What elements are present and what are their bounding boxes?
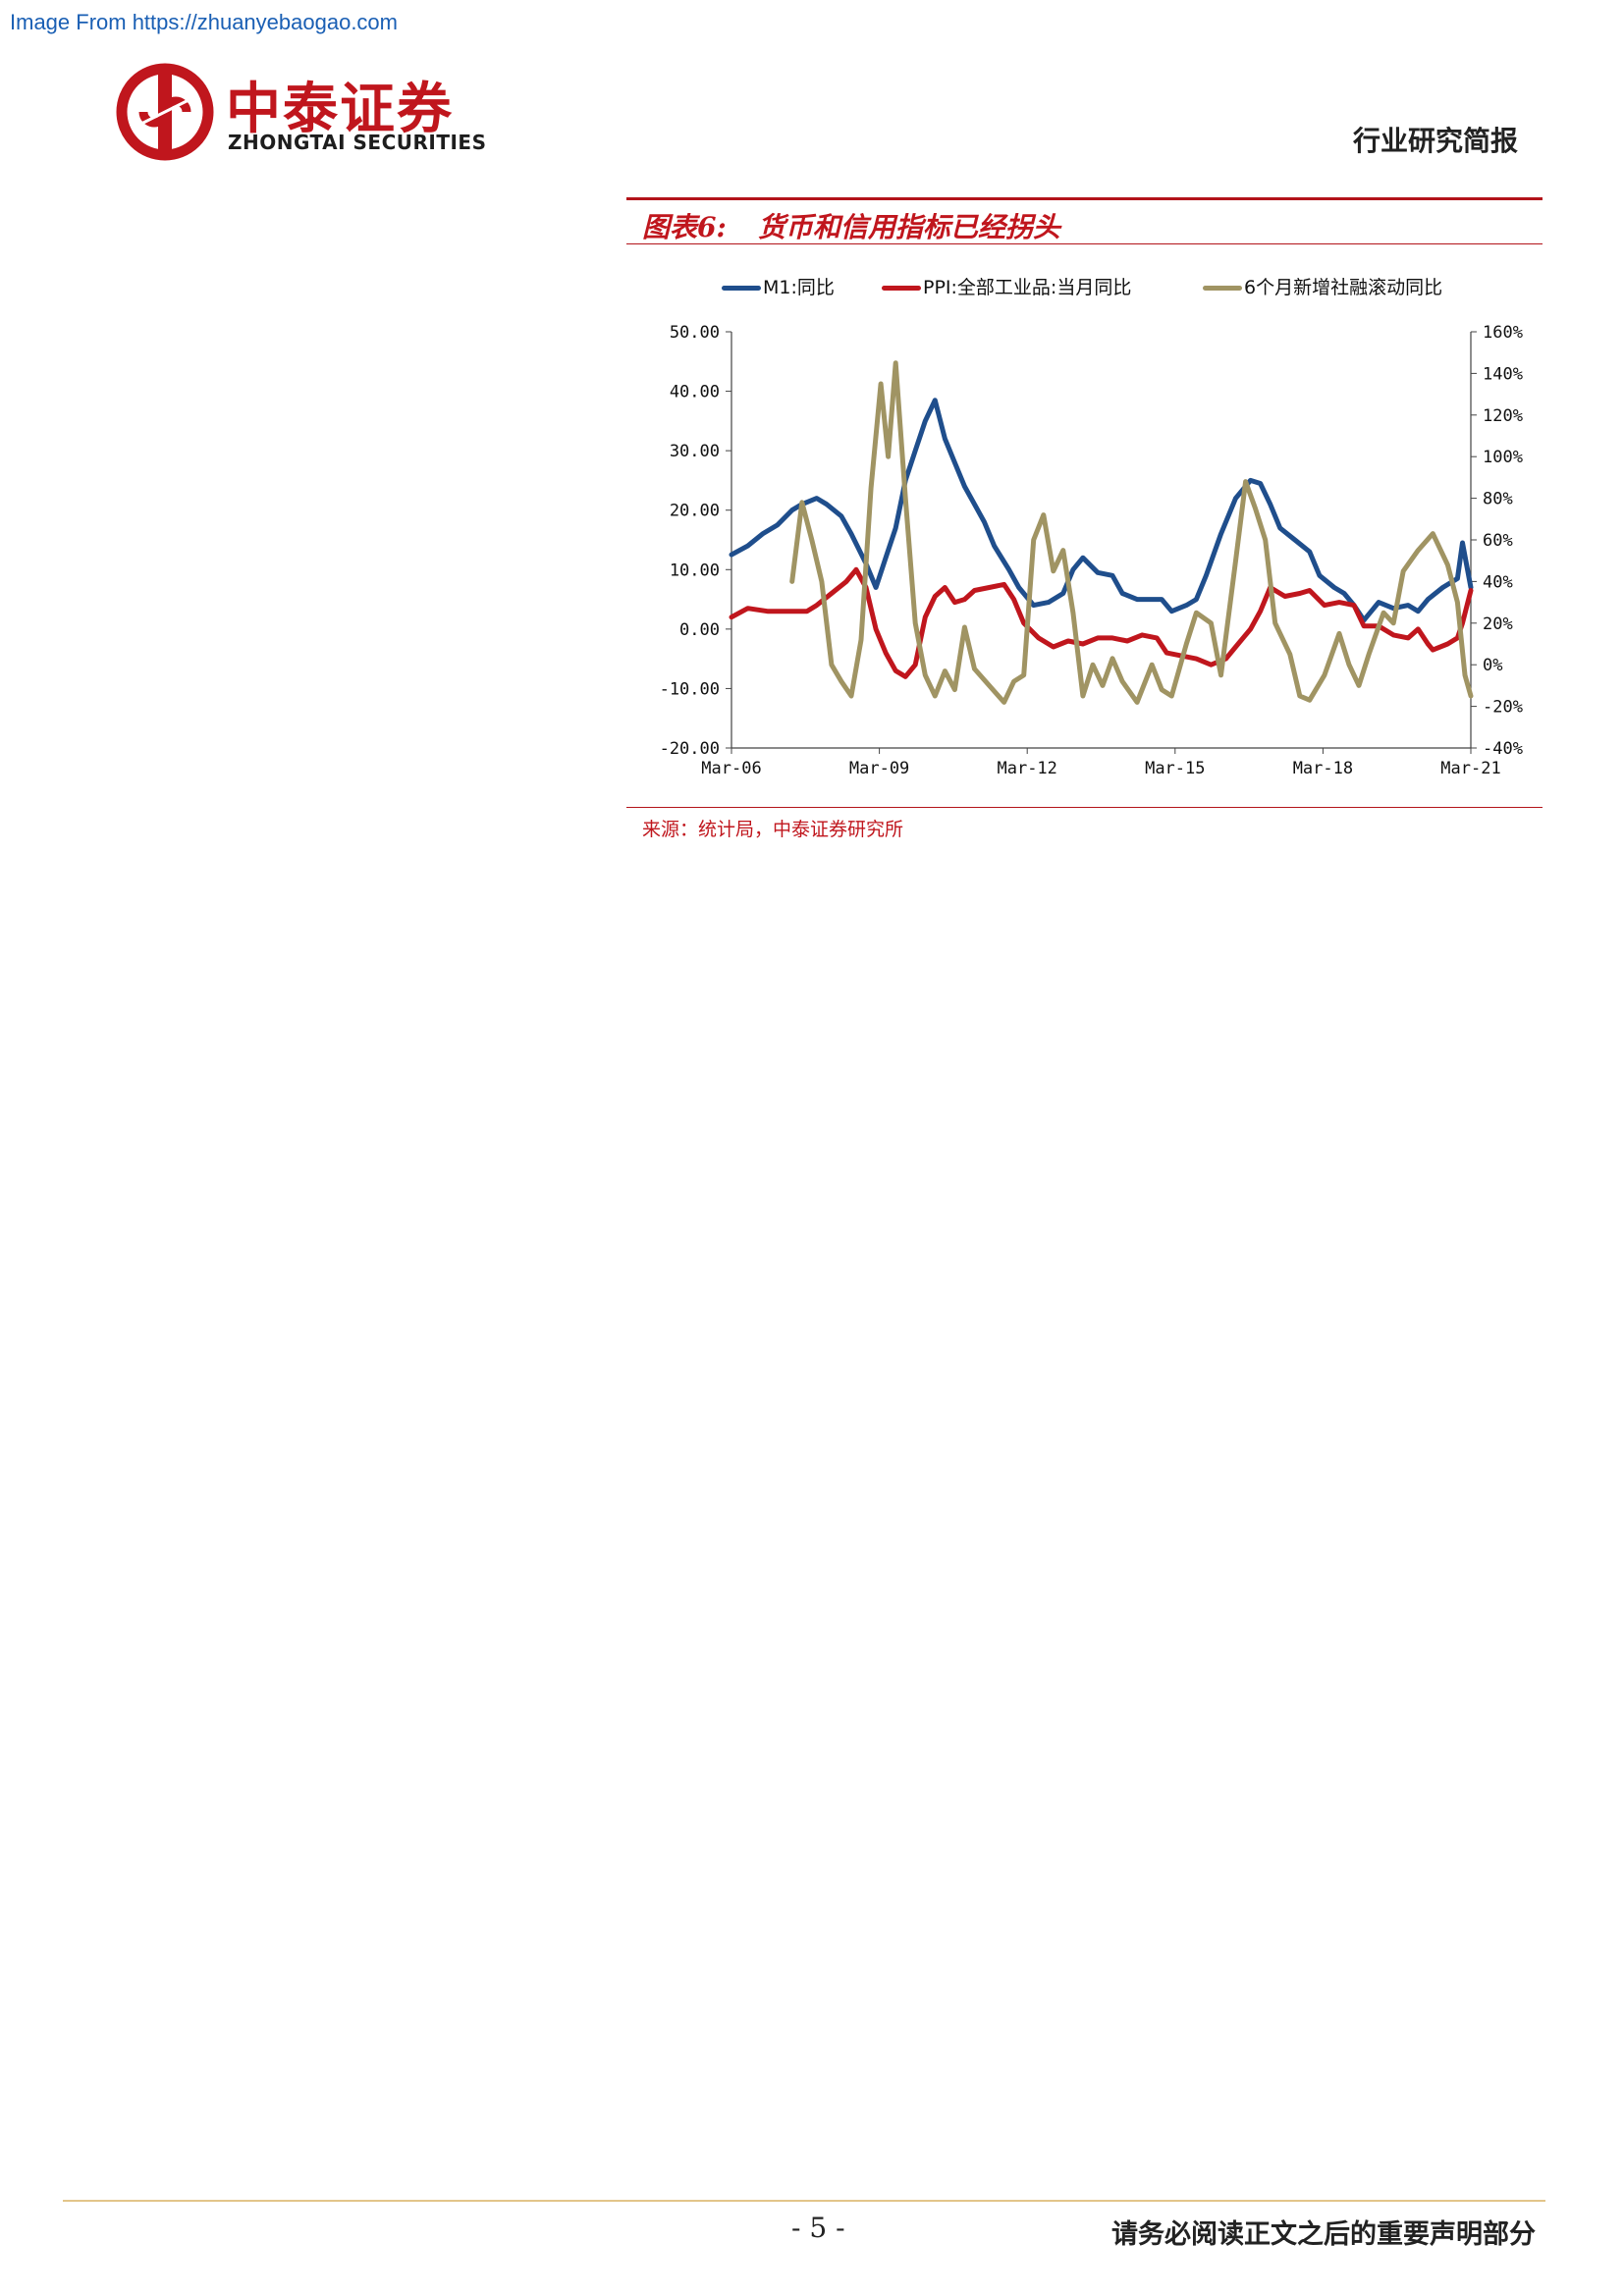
y-left-tick-label: 50.00 <box>670 323 720 343</box>
x-tick-label: Mar-09 <box>849 759 909 778</box>
legend-item-ppi: PPI:全部工业品:当月同比 <box>882 273 1131 299</box>
brand-name-cn: 中泰证券 <box>226 78 454 141</box>
y-left-tick-label: 40.00 <box>670 383 720 402</box>
y-right-tick-label: 60% <box>1483 531 1513 551</box>
y-right-tick-label: 160% <box>1483 323 1523 343</box>
y-right-tick-label: 120% <box>1483 406 1523 426</box>
figure-source: 来源：统计局，中泰证券研究所 <box>642 819 904 840</box>
y-right-tick-label: 80% <box>1483 490 1513 509</box>
figure-top-rule <box>626 197 1543 200</box>
document-type: 行业研究简报 <box>1352 125 1518 157</box>
y-right-tick-label: -20% <box>1483 698 1523 718</box>
y-left-tick-label: 30.00 <box>670 442 720 461</box>
y-right-tick-label: -40% <box>1483 739 1523 759</box>
y-right-tick-label: 0% <box>1483 656 1502 675</box>
y-left-tick-label: -10.00 <box>660 679 720 699</box>
series-line-m1 <box>729 398 1474 623</box>
footer-rule <box>63 2200 1545 2202</box>
y-left-tick-label: -20.00 <box>660 739 720 759</box>
y-right-tick-label: 20% <box>1483 614 1513 634</box>
legend-swatch-m1 <box>722 286 761 291</box>
brand-name-en: ZHONGTAI SECURITIES <box>228 131 487 154</box>
x-tick-label: Mar-12 <box>997 759 1056 778</box>
legend-swatch-tsf <box>1203 286 1242 291</box>
legend-item-tsf: 6个月新增社融滚动同比 <box>1203 273 1442 299</box>
figure-title: 图表6: 货币和信用指标已经拐头 <box>642 206 1060 245</box>
legend-item-m1: M1:同比 <box>722 273 835 299</box>
brand-logo: 中泰证券 ZHONGTAI SECURITIES <box>116 61 489 165</box>
page-number: - 5 - <box>791 2212 845 2244</box>
footer-disclaimer: 请务必阅读正文之后的重要声明部分 <box>1111 2219 1536 2250</box>
series-line-social-financing <box>789 360 1474 705</box>
x-tick-label: Mar-21 <box>1440 759 1500 778</box>
legend-label-m1: M1:同比 <box>763 277 835 298</box>
series-line-ppi <box>729 566 1474 679</box>
x-tick-label: Mar-15 <box>1145 759 1205 778</box>
x-tick-label: Mar-18 <box>1293 759 1353 778</box>
source-watermark[interactable]: Image From https://zhuanyebaogao.com <box>10 10 398 34</box>
legend-label-ppi: PPI:全部工业品:当月同比 <box>923 277 1132 298</box>
y-left-tick-label: 0.00 <box>679 620 720 640</box>
figure-title-rule <box>626 243 1543 244</box>
x-tick-label: Mar-06 <box>701 759 761 778</box>
y-left-tick-label: 20.00 <box>670 502 720 521</box>
y-right-tick-label: 140% <box>1483 364 1523 384</box>
zhongtai-logo-icon <box>116 63 214 161</box>
figure-number: 图表6: <box>642 211 727 243</box>
figure-bottom-rule <box>626 807 1543 808</box>
y-right-tick-label: 40% <box>1483 572 1513 592</box>
legend-swatch-ppi <box>882 286 921 291</box>
y-right-tick-label: 100% <box>1483 448 1523 467</box>
line-chart: 50.00 40.00 30.00 20.00 10.00 0.00 -10.00 -20.0… <box>660 323 1523 778</box>
y-left-tick-label: 10.00 <box>670 561 720 580</box>
figure-caption: 货币和信用指标已经拐头 <box>757 211 1060 243</box>
legend-label-tsf: 6个月新增社融滚动同比 <box>1244 277 1443 298</box>
